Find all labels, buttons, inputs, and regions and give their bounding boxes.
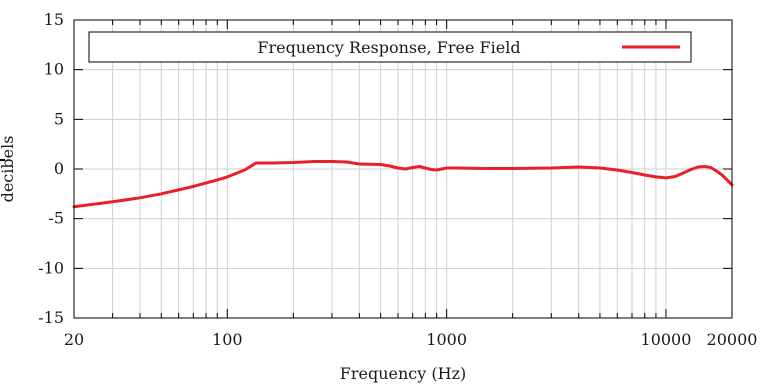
legend-box <box>88 31 692 63</box>
x-axis-label: Frequency (Hz) <box>340 364 467 383</box>
y-tick-label: 15 <box>44 10 64 29</box>
series-layer <box>72 160 734 209</box>
y-tick-label: -15 <box>38 308 64 327</box>
y-tick-label: 0 <box>54 159 64 178</box>
axis-ticks <box>74 20 732 318</box>
y-tick-label: -10 <box>38 258 64 277</box>
y-tick-label: -5 <box>48 209 64 228</box>
x-tick-label: 100 <box>212 330 243 349</box>
legend: Frequency Response, Free Field <box>88 31 692 63</box>
x-tick-label: 1000 <box>426 330 467 349</box>
y-tick-label: 5 <box>54 109 64 128</box>
plot-frame <box>73 19 733 319</box>
x-tick-label: 20000 <box>707 330 758 349</box>
y-axis-label: decibels <box>0 136 17 203</box>
x-tick-label: 20 <box>64 330 84 349</box>
x-tick-label: 10000 <box>641 330 692 349</box>
y-tick-label: 10 <box>44 60 64 79</box>
series-line <box>72 160 734 209</box>
legend-label: Frequency Response, Free Field <box>257 38 520 57</box>
